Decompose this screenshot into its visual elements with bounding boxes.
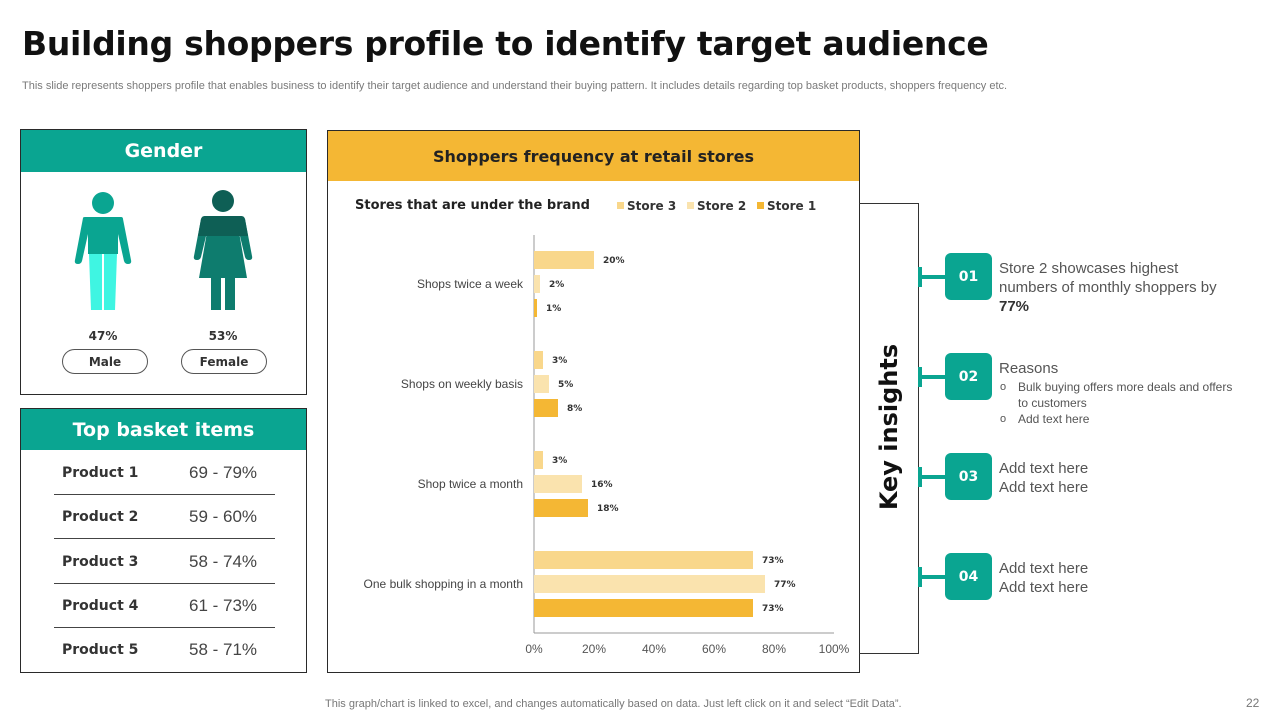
product-range: 58 - 71% [189,640,258,659]
connector-line [918,375,948,379]
x-tick-label: 20% [582,642,606,656]
chart-card-heading: Shoppers frequency at retail stores [328,131,859,181]
x-tick-label: 100% [819,642,850,656]
bar [534,299,537,317]
product-name: Product 5 [62,642,139,658]
gender-card: Gender 47% 53% Male Female [20,129,307,395]
data-label: 16% [591,480,613,490]
category-label: Shops twice a week [417,277,524,291]
basket-heading: Top basket items [21,409,306,450]
data-label: 8% [567,404,582,414]
data-label: 1% [546,304,561,314]
female-percent: 53% [208,329,238,343]
data-label: 77% [774,580,796,590]
basket-row: Product 3 58 - 74% [54,540,275,584]
bar [534,599,753,617]
product-name: Product 3 [62,553,139,570]
product-range: 69 - 79% [189,462,258,482]
data-label: 3% [552,456,567,466]
legend-label: Store 3 [627,199,676,213]
bar [534,399,558,417]
x-tick-label: 60% [702,642,726,656]
insight-text: Store 2 showcases highest numbers of mon… [999,260,1217,315]
legend-label: Store 1 [767,199,816,213]
bar [534,275,540,293]
bar [534,499,588,517]
top-basket-card: Top basket items Product 1 69 - 79% Prod… [20,408,307,673]
product-name: Product 4 [62,597,139,614]
frequency-chart-card: Shoppers frequency at retail stores Stor… [327,130,860,673]
footer-note: This graph/chart is linked to excel, and… [325,698,902,710]
legend-label: Store 2 [697,199,746,213]
insight-bullet: Add text here [999,411,1239,427]
bar [534,251,594,269]
basket-row: Product 1 69 - 79% [54,451,275,495]
bar [534,351,543,369]
female-label: Female [181,349,267,374]
connector-tick [918,367,922,387]
gender-heading: Gender [21,130,306,172]
legend-swatch [687,202,694,209]
product-range: 58 - 74% [189,551,258,571]
chart-title: Stores that are under the brand [355,198,590,213]
category-label: One bulk shopping in a month [364,577,523,591]
insight-number: 01 [945,253,992,300]
product-range: 61 - 73% [189,595,258,615]
connector-line [918,575,948,579]
connector-tick [918,267,922,287]
frequency-bar-chart: Stores that are under the brand Store 3 St… [355,198,850,656]
insight-text: Add text here Add text here [999,460,1089,496]
legend-swatch [617,202,624,209]
page-title: Building shoppers profile to identify ta… [22,24,989,63]
legend-swatch [757,202,764,209]
insight-heading: Reasons [999,360,1059,377]
data-label: 5% [558,380,573,390]
x-tick-label: 40% [642,642,666,656]
insight-bullet: Bulk buying offers more deals and offers… [999,379,1239,411]
basket-row: Product 4 61 - 73% [54,584,275,628]
key-insights-bracket [859,203,919,654]
basket-row: Product 5 58 - 71% [54,628,275,672]
data-label: 20% [603,256,625,266]
product-name: Product 1 [62,464,139,481]
data-label: 18% [597,504,619,514]
connector-line [918,275,948,279]
male-percent: 47% [88,329,118,343]
female-person-icon [193,190,253,310]
category-label: Shops on weekly basis [401,377,523,391]
data-label: 3% [552,356,567,366]
insight-number: 03 [945,453,992,500]
bar [534,575,765,593]
product-name: Product 2 [62,508,139,525]
bar [534,451,543,469]
data-label: 2% [549,280,564,290]
connector-tick [918,467,922,487]
x-tick-label: 80% [762,642,786,656]
data-label: 73% [762,556,784,566]
insight-text: Add text here Add text here [999,560,1089,596]
basket-row: Product 2 59 - 60% [54,495,275,539]
data-label: 73% [762,604,784,614]
insight-text: Reasons Bulk buying offers more deals an… [999,359,1239,427]
insight-number: 04 [945,553,992,600]
key-insights-label: Key insights [875,343,903,511]
male-label: Male [62,349,148,374]
page-subtitle: This slide represents shoppers profile t… [22,80,1008,92]
bar [534,375,549,393]
x-tick-label: 0% [525,642,543,656]
product-range: 59 - 60% [189,506,258,526]
bar [534,475,582,493]
connector-line [918,475,948,479]
insight-bullets: Bulk buying offers more deals and offers… [999,379,1239,427]
male-person-icon [74,192,132,310]
insight-number: 02 [945,353,992,400]
connector-tick [918,567,922,587]
category-label: Shop twice a month [418,477,523,491]
bar [534,551,753,569]
page-number: 22 [1246,696,1260,710]
